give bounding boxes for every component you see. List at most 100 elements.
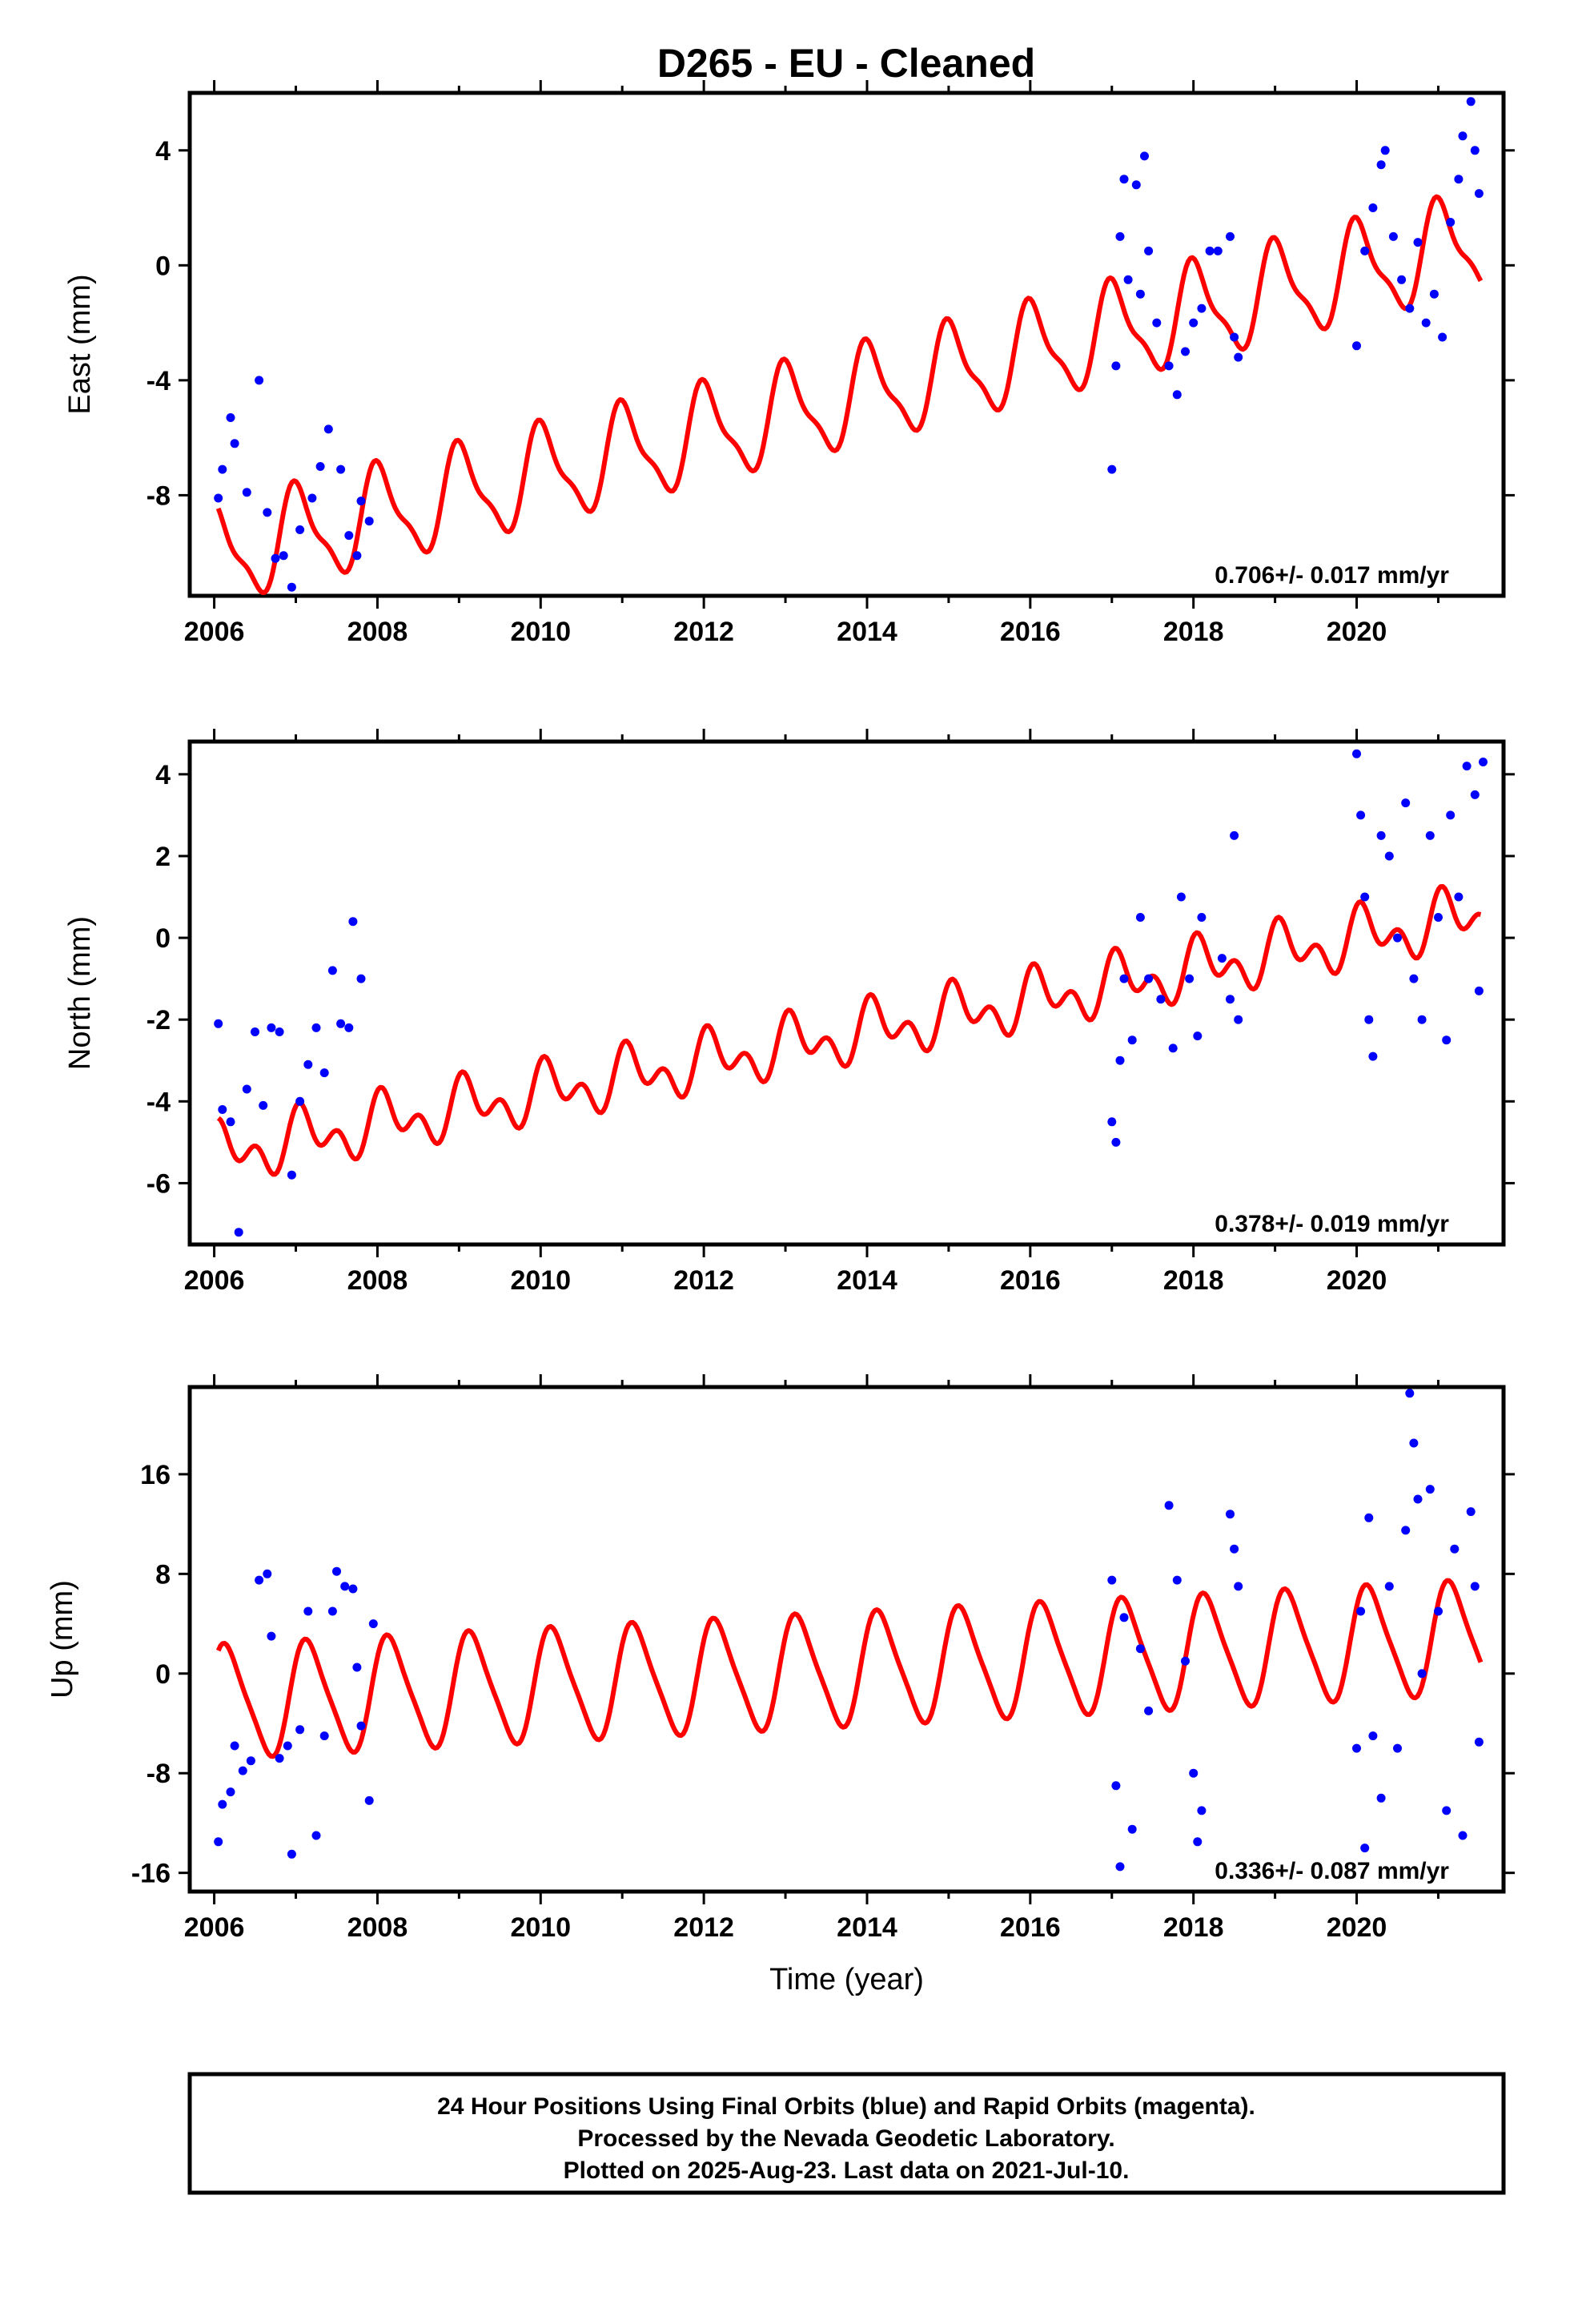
data-point [336, 1019, 346, 1028]
data-point [1205, 246, 1215, 255]
data-point [218, 1799, 227, 1809]
data-point [348, 1584, 358, 1594]
y-axis-label: North (mm) [63, 916, 97, 1070]
y-axis-label: Up (mm) [46, 1580, 79, 1699]
y-tick-label: 0 [155, 251, 171, 281]
data-point [226, 413, 235, 422]
data-point [1172, 390, 1182, 400]
up-panel: 2006 2008 2010 2012 2014 2016 2018 2020 16 8 0 -8 -1… [46, 1374, 1515, 1996]
data-point [1217, 954, 1227, 963]
data-point [1454, 892, 1464, 902]
rate-label: 0.378+/- 0.019 mm/yr [1215, 1211, 1449, 1237]
data-point [1360, 1844, 1370, 1853]
data-point [1479, 758, 1488, 766]
rate-label: 0.336+/- 0.087 mm/yr [1215, 1858, 1449, 1884]
data-point [352, 1663, 362, 1672]
data-point [307, 493, 317, 503]
data-point [1213, 246, 1223, 255]
data-point [242, 488, 251, 497]
data-point [1388, 231, 1398, 241]
data-point [1127, 1824, 1137, 1834]
data-point [251, 1027, 259, 1036]
chart-title: D265 - EU - Cleaned [657, 41, 1035, 86]
east-panel: 2006 2008 2010 2012 2014 2016 2018 2020 4 0 -4 -8 Ea… [63, 80, 1515, 647]
data-point [214, 1837, 223, 1847]
data-point [1438, 332, 1447, 342]
data-point [340, 1582, 350, 1591]
y-tick-label: 0 [155, 1659, 171, 1690]
x-tick-label: 2008 [347, 1265, 408, 1296]
model-curve [215, 1578, 1484, 1759]
data-point [1446, 810, 1456, 820]
data-point [1462, 762, 1472, 771]
data-point [1115, 1862, 1125, 1872]
data-point [1197, 304, 1207, 313]
data-point [1197, 913, 1207, 922]
data-point [234, 1228, 243, 1237]
data-point [1401, 1526, 1411, 1535]
x-tick-label: 2008 [347, 1912, 408, 1943]
rate-label: 0.706+/- 0.017 mm/yr [1215, 562, 1449, 589]
data-point [1119, 175, 1129, 184]
data-point [1111, 361, 1121, 371]
y-tick-label: 4 [155, 136, 171, 167]
y-axis-label: East (mm) [63, 274, 97, 414]
data-point [319, 1068, 329, 1078]
data-area [214, 749, 1488, 1237]
data-point [1466, 1507, 1476, 1517]
data-point [348, 917, 358, 927]
data-point [1442, 1806, 1452, 1815]
y-tick-label: -16 [131, 1859, 171, 1889]
data-point [323, 424, 333, 434]
data-point [1172, 1575, 1182, 1585]
plot-frame [187, 1385, 1506, 1894]
data-point [1364, 1513, 1374, 1522]
data-point [332, 1566, 341, 1576]
data-point [1405, 304, 1415, 313]
data-point [344, 1023, 354, 1032]
data-point [1470, 1582, 1480, 1591]
x-axis-label: Time (year) [769, 1963, 924, 1996]
data-point [344, 531, 354, 541]
data-point [226, 1117, 235, 1127]
data-point [1135, 1644, 1145, 1654]
data-point [1144, 974, 1154, 983]
x-tick-label: 2010 [510, 1265, 571, 1296]
data-point [295, 525, 305, 534]
data-point [1397, 275, 1407, 284]
data-point [1356, 810, 1366, 820]
data-point [364, 1795, 374, 1805]
data-point [1425, 830, 1435, 840]
x-tick-label: 2014 [837, 1265, 897, 1296]
data-point [267, 1023, 276, 1032]
data-point [1107, 1575, 1117, 1585]
x-tick-label: 2016 [1000, 1912, 1061, 1943]
data-area [214, 97, 1484, 595]
x-tick-label: 2018 [1163, 1912, 1224, 1943]
data-point [1368, 1731, 1378, 1741]
data-point [1446, 218, 1456, 227]
data-point [1230, 332, 1239, 342]
data-point [1197, 1806, 1207, 1815]
data-point [287, 582, 296, 592]
data-point [242, 1084, 251, 1094]
x-tick-label: 2014 [837, 1912, 897, 1943]
caption-line-2: Processed by the Nevada Geodetic Laborat… [577, 2125, 1114, 2152]
data-point [1384, 851, 1394, 861]
data-point [226, 1787, 235, 1797]
data-point [287, 1170, 296, 1180]
data-point [275, 1027, 284, 1036]
data-point [1111, 1781, 1121, 1791]
data-point [1474, 1737, 1484, 1747]
data-point [352, 551, 362, 561]
data-point [1119, 974, 1129, 983]
data-point [218, 464, 227, 474]
data-point [238, 1766, 247, 1775]
data-point [230, 439, 239, 448]
data-point [275, 1754, 284, 1763]
data-point [1156, 995, 1166, 1004]
data-point [1181, 1656, 1190, 1666]
data-point [283, 1741, 292, 1751]
y-tick-label: -4 [147, 1087, 171, 1117]
data-point [1409, 1438, 1419, 1448]
